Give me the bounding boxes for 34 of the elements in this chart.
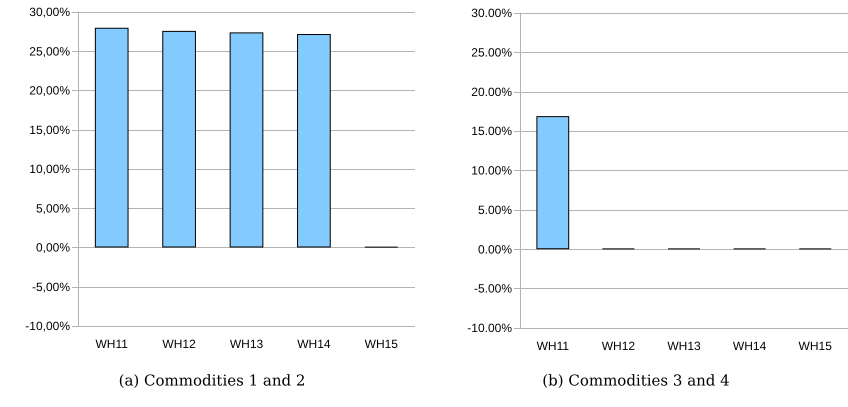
y-tick-label: 15,00% [29,122,70,137]
x-tick-label: WH15 [798,339,832,353]
x-tick-label: WH14 [732,339,767,353]
y-tick-label: 20.00% [471,84,512,99]
x-tick-label: WH14 [297,337,331,351]
x-tick-label: WH12 [602,339,636,353]
y-tick-label: 25.00% [471,45,512,60]
y-tick-label: 20,00% [29,84,70,98]
y-tick-label: 30,00% [29,5,70,19]
y-tick-label: -10,00% [25,319,70,333]
y-tick-label: 25,00% [29,44,70,58]
x-tick-label: WH12 [162,337,196,351]
x-tick-label: WH11 [95,337,128,351]
text: (b) Commodities 3 and 4 [542,372,730,390]
y-tick-label: 10.00% [471,164,512,178]
y-tick-label: 5,00% [36,201,70,216]
y-tick-label: -10.00% [467,321,512,335]
y-tick-label: 5.00% [478,202,512,217]
y-tick-label: 15.00% [471,124,512,138]
bar [94,28,129,248]
y-tick-label: 0,00% [36,240,70,254]
x-tick-label: WH15 [364,337,398,351]
bar [297,34,331,248]
y-tick-label: 30.00% [471,6,512,20]
x-tick-label: WH11 [536,339,570,353]
x-tick-label: WH13 [230,337,264,351]
text: (a) Commodities 1 and 2 [118,372,306,390]
y-tick-label: -5.00% [474,282,512,296]
y-tick-label: -5,00% [32,280,70,294]
bar [162,30,196,248]
y-tick-label: 0.00% [478,242,512,256]
y-tick-label: 10,00% [29,162,70,176]
bar [230,32,264,248]
x-tick-label: WH13 [667,339,701,353]
